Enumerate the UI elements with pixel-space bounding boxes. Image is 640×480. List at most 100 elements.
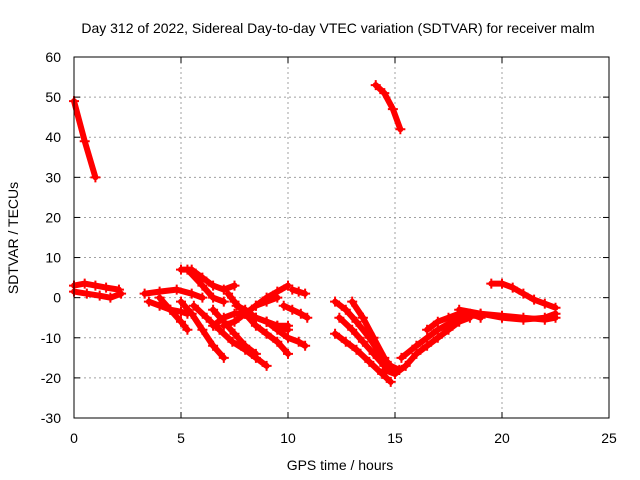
y-tick-label: 40: [45, 129, 61, 145]
x-tick-label: 20: [494, 430, 510, 446]
data-point: [101, 282, 112, 293]
data-point: [176, 316, 186, 327]
data-point: [340, 336, 351, 347]
x-axis-label: GPS time / hours: [287, 457, 394, 473]
data-point: [379, 88, 390, 99]
data-point: [529, 294, 540, 305]
chart-title: Day 312 of 2022, Sidereal Day-to-day VTE…: [81, 20, 594, 36]
data-point: [300, 288, 311, 299]
grid: [74, 57, 609, 418]
data-point: [208, 304, 219, 315]
data-point: [422, 324, 433, 335]
data-point: [385, 376, 396, 387]
data-point: [300, 340, 311, 351]
data-point: [287, 304, 298, 315]
data-point: [229, 328, 240, 339]
data-point: [229, 316, 240, 327]
data-point: [261, 316, 272, 327]
y-tick-label: 50: [45, 89, 61, 105]
data-point: [283, 320, 293, 331]
data-point: [387, 104, 398, 115]
data-point: [197, 324, 208, 335]
data-point: [218, 296, 229, 307]
data-point: [201, 312, 212, 323]
data-point: [250, 348, 261, 359]
data-point: [340, 304, 351, 315]
series-track-22: [336, 314, 398, 377]
data-point: [261, 328, 272, 339]
data-point: [272, 336, 283, 347]
data-point: [188, 300, 199, 311]
data-point: [295, 308, 306, 319]
data-point: [550, 302, 561, 313]
data-point: [379, 352, 390, 363]
data-point: [231, 300, 242, 311]
data-point: [272, 324, 283, 335]
y-tick-label: -10: [41, 330, 61, 346]
data-point: [347, 296, 358, 307]
data-point: [475, 308, 486, 319]
data-point: [186, 288, 197, 299]
data-point: [351, 344, 362, 355]
data-point: [218, 352, 229, 363]
data-point: [176, 306, 186, 317]
data-point: [223, 288, 234, 299]
data-point: [79, 136, 90, 147]
data-point: [272, 292, 283, 303]
data-point: [208, 292, 219, 303]
data-point: [283, 332, 293, 343]
y-tick-label: 60: [45, 49, 61, 65]
data-point: [334, 312, 345, 323]
data-point: [486, 278, 497, 289]
series-track-19: [280, 302, 311, 321]
axis-ticks: 0 5 10 15 20 25 -30 -20 -10 0 10 20 30 40 50 60: [41, 49, 617, 446]
data-point: [539, 298, 550, 309]
data-point: [497, 312, 507, 323]
data-point: [208, 280, 219, 291]
data-point: [208, 340, 219, 351]
data-point: [370, 80, 381, 91]
data-point: [454, 304, 465, 315]
data-point: [390, 368, 400, 379]
series-track-7: [156, 294, 191, 333]
data-point: [364, 356, 375, 367]
data-point: [278, 300, 289, 311]
data-point: [432, 316, 443, 327]
y-tick-label: 30: [45, 169, 61, 185]
data-point: [240, 340, 251, 351]
data-point: [330, 296, 341, 307]
x-tick-label: 5: [177, 430, 185, 446]
data-point: [283, 348, 293, 359]
data-point: [139, 288, 150, 299]
data-point: [116, 288, 127, 299]
data-point: [165, 304, 176, 315]
data-point: [293, 336, 304, 347]
data-point: [154, 292, 165, 303]
data-point: [302, 312, 313, 323]
y-axis-label: SDTVAR / TECUs: [5, 182, 21, 294]
data-point: [105, 292, 116, 303]
data-point: [518, 314, 529, 325]
data-point: [411, 340, 422, 351]
series-track-9: [184, 266, 227, 305]
data-point: [143, 296, 154, 307]
data-point: [182, 264, 193, 275]
data-point: [330, 328, 341, 339]
data-point: [357, 336, 368, 347]
data-point: [90, 172, 101, 183]
data-point: [287, 284, 298, 295]
data-point: [186, 308, 197, 319]
data-point: [351, 316, 362, 327]
data-point: [208, 320, 219, 331]
data-point: [250, 312, 261, 323]
y-tick-label: 20: [45, 209, 61, 225]
x-tick-label: 25: [601, 430, 617, 446]
series-layer: [69, 80, 561, 387]
data-point: [368, 332, 379, 343]
data-point: [227, 336, 238, 347]
y-tick-label: -20: [41, 370, 61, 386]
data-point: [422, 340, 433, 351]
data-point: [197, 292, 208, 303]
data-point: [539, 312, 550, 323]
data-point: [182, 324, 193, 335]
